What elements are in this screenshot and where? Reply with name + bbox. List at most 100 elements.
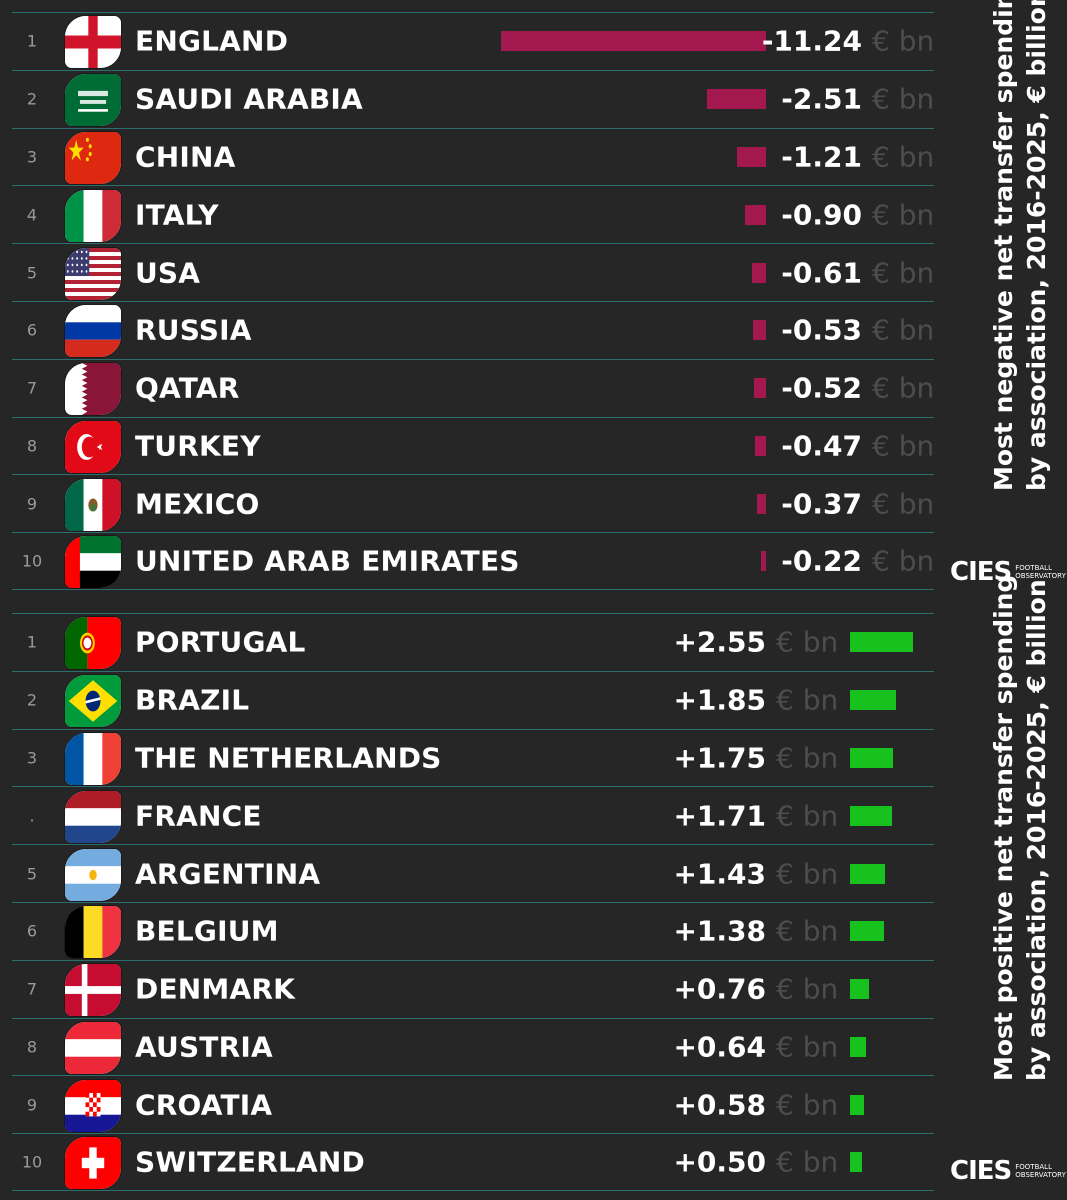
value-label: +0.50 xyxy=(673,1145,766,1179)
unit-label: € bn xyxy=(776,1030,839,1064)
country-name: FRANCE xyxy=(135,799,262,833)
unit-label: € bn xyxy=(872,487,935,521)
unit-label: € bn xyxy=(872,371,935,405)
unit-label: € bn xyxy=(776,914,839,948)
rank-label: 7 xyxy=(26,378,38,398)
saudi-flag-icon xyxy=(64,73,122,128)
country-name: THE NETHERLANDS xyxy=(135,741,442,775)
value-label: +2.55 xyxy=(673,625,766,659)
table-row: 8 TURKEY -0.47 € bn xyxy=(12,416,935,475)
rank-label: . xyxy=(29,806,35,826)
country-name: TURKEY xyxy=(135,429,261,463)
value-label: +1.38 xyxy=(673,914,766,948)
positive-chart-title: Most positive net transfer spending by a… xyxy=(987,575,1053,1081)
england-flag-icon xyxy=(64,15,122,70)
negative-chart-title-line-1: Most negative net transfer spending xyxy=(989,0,1018,491)
bar-mark xyxy=(850,1094,865,1115)
country-name: USA xyxy=(135,256,201,290)
table-row: 9 CROATIA +0.58 € bn xyxy=(12,1075,934,1133)
rank-label: 6 xyxy=(26,320,38,340)
value-label: -0.53 xyxy=(781,313,862,347)
country-name: SWITZERLAND xyxy=(135,1145,365,1179)
unit-label: € bn xyxy=(776,625,839,659)
unit-label: € bn xyxy=(872,24,935,58)
table-row: 3 CHINA -1.21 € bn xyxy=(12,127,935,186)
positive-chart-title-line-2: by association, 2016-2025, € billion xyxy=(1022,579,1051,1081)
austria-flag-icon xyxy=(64,1020,122,1075)
table-row: 8 AUSTRIA +0.64 € bn xyxy=(12,1017,934,1076)
rank-label: 1 xyxy=(26,31,38,51)
bar-mark xyxy=(706,89,766,110)
belgium-flag-icon xyxy=(64,905,122,960)
unit-label: € bn xyxy=(776,683,839,717)
rank-label: 7 xyxy=(26,979,38,999)
bar-mark xyxy=(500,31,766,52)
bar-mark xyxy=(753,378,766,399)
unit-label: € bn xyxy=(872,82,935,116)
rank-label: 2 xyxy=(26,690,38,710)
bar-mark xyxy=(850,747,894,768)
country-name: ARGENTINA xyxy=(135,857,321,891)
value-label: -1.21 xyxy=(781,140,862,174)
rank-label: 6 xyxy=(26,921,38,941)
rank-label: 8 xyxy=(26,436,38,456)
bar-mark xyxy=(757,493,766,514)
qatar-flag-icon xyxy=(64,362,122,417)
bar-mark xyxy=(850,632,913,653)
unit-label: € bn xyxy=(776,972,839,1006)
rank-label: 4 xyxy=(26,205,38,225)
unit-label: € bn xyxy=(872,429,935,463)
unit-label: € bn xyxy=(776,857,839,891)
unit-label: € bn xyxy=(872,198,935,232)
rank-label: 2 xyxy=(26,89,38,109)
mexico-flag-icon xyxy=(64,477,122,532)
table-row: 9 MEXICO -0.37 € bn xyxy=(12,474,934,532)
bar-mark xyxy=(850,921,885,942)
rank-label: 5 xyxy=(26,263,38,283)
table-row: 4 ITALY -0.90 € bn xyxy=(12,185,934,243)
value-label: -11.24 xyxy=(761,24,862,58)
rank-label: 5 xyxy=(26,864,38,884)
country-name: RUSSIA xyxy=(135,313,252,347)
value-label: +1.43 xyxy=(673,857,766,891)
bar-mark xyxy=(751,262,766,283)
table-row: 3 THE NETHERLANDS +1.75 € bn xyxy=(12,728,934,787)
country-name: ITALY xyxy=(135,198,219,232)
table-row: 7 QATAR -0.52 € bn xyxy=(12,358,935,417)
value-label: +0.58 xyxy=(673,1088,766,1122)
rank-label: 9 xyxy=(26,494,38,514)
table-row: 10 UNITED ARAB EMIRATES -0.22 € bn xyxy=(12,532,934,590)
bar-mark xyxy=(850,1036,866,1057)
cies-logo-subtext: FOOTBALL OBSERVATORY xyxy=(1015,1163,1066,1179)
cies-logo-subtext-line-1: FOOTBALL xyxy=(1015,1163,1052,1171)
table-row: 10 SWITZERLAND +0.50 € bn xyxy=(12,1133,934,1191)
table-row: 6 BELGIUM +1.38 € bn xyxy=(12,902,934,960)
country-name: BRAZIL xyxy=(135,683,250,717)
value-label: -0.22 xyxy=(781,544,862,578)
russia-flag-icon xyxy=(64,304,122,359)
value-label: +0.64 xyxy=(673,1030,766,1064)
unit-label: € bn xyxy=(872,140,935,174)
cies-logo: CIES FOOTBALL OBSERVATORY xyxy=(950,557,1066,587)
table-row: 2 SAUDI ARABIA -2.51 € bn xyxy=(12,69,935,128)
bar-mark xyxy=(760,551,766,572)
country-name: DENMARK xyxy=(135,972,295,1006)
cies-logo-subtext: FOOTBALL OBSERVATORY xyxy=(1015,564,1066,580)
unit-label: € bn xyxy=(776,799,839,833)
country-name: SAUDI ARABIA xyxy=(135,82,363,116)
country-name: UNITED ARAB EMIRATES xyxy=(135,544,520,578)
value-label: -0.52 xyxy=(781,371,862,405)
value-label: +1.85 xyxy=(673,683,766,717)
bar-mark xyxy=(850,863,886,884)
portugal-flag-icon xyxy=(64,616,122,671)
value-label: -0.47 xyxy=(781,429,862,463)
unit-label: € bn xyxy=(776,741,839,775)
usa-flag-icon xyxy=(64,246,122,301)
table-row: 6 RUSSIA -0.53 € bn xyxy=(12,301,934,359)
croatia-flag-icon xyxy=(64,1078,122,1133)
table-row: 7 DENMARK +0.76 € bn xyxy=(12,959,934,1018)
cies-logo-text: CIES xyxy=(950,1156,1012,1186)
negative-chart-title: Most negative net transfer spending by a… xyxy=(987,0,1053,491)
rank-label: 10 xyxy=(21,551,43,571)
cies-logo-text: CIES xyxy=(950,557,1012,587)
